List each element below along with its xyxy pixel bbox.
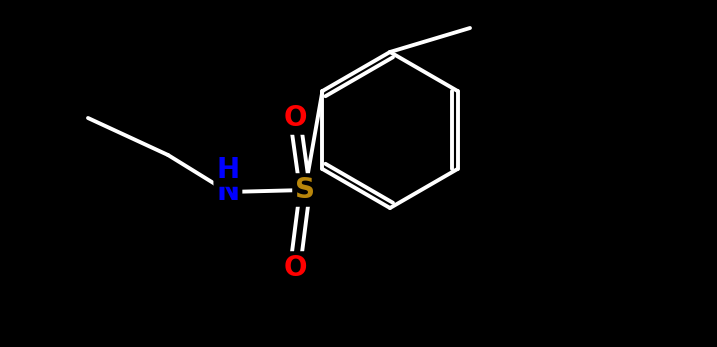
Text: N: N xyxy=(217,178,239,206)
Text: H: H xyxy=(217,156,239,184)
Text: O: O xyxy=(283,104,307,132)
Text: O: O xyxy=(283,254,307,282)
Text: S: S xyxy=(295,176,315,204)
